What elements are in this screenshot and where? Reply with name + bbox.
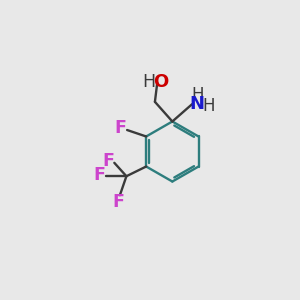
Text: H: H — [202, 98, 214, 116]
Text: F: F — [103, 152, 114, 170]
Text: F: F — [115, 119, 127, 137]
Text: H: H — [191, 86, 203, 104]
Text: N: N — [189, 95, 204, 113]
Text: O: O — [153, 73, 168, 91]
Text: F: F — [113, 193, 125, 211]
Text: F: F — [94, 166, 105, 184]
Text: H: H — [142, 73, 155, 91]
